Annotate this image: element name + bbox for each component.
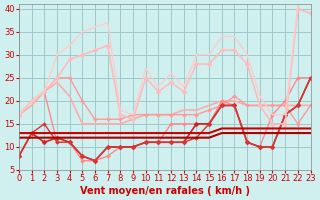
X-axis label: Vent moyen/en rafales ( km/h ): Vent moyen/en rafales ( km/h )	[80, 186, 250, 196]
